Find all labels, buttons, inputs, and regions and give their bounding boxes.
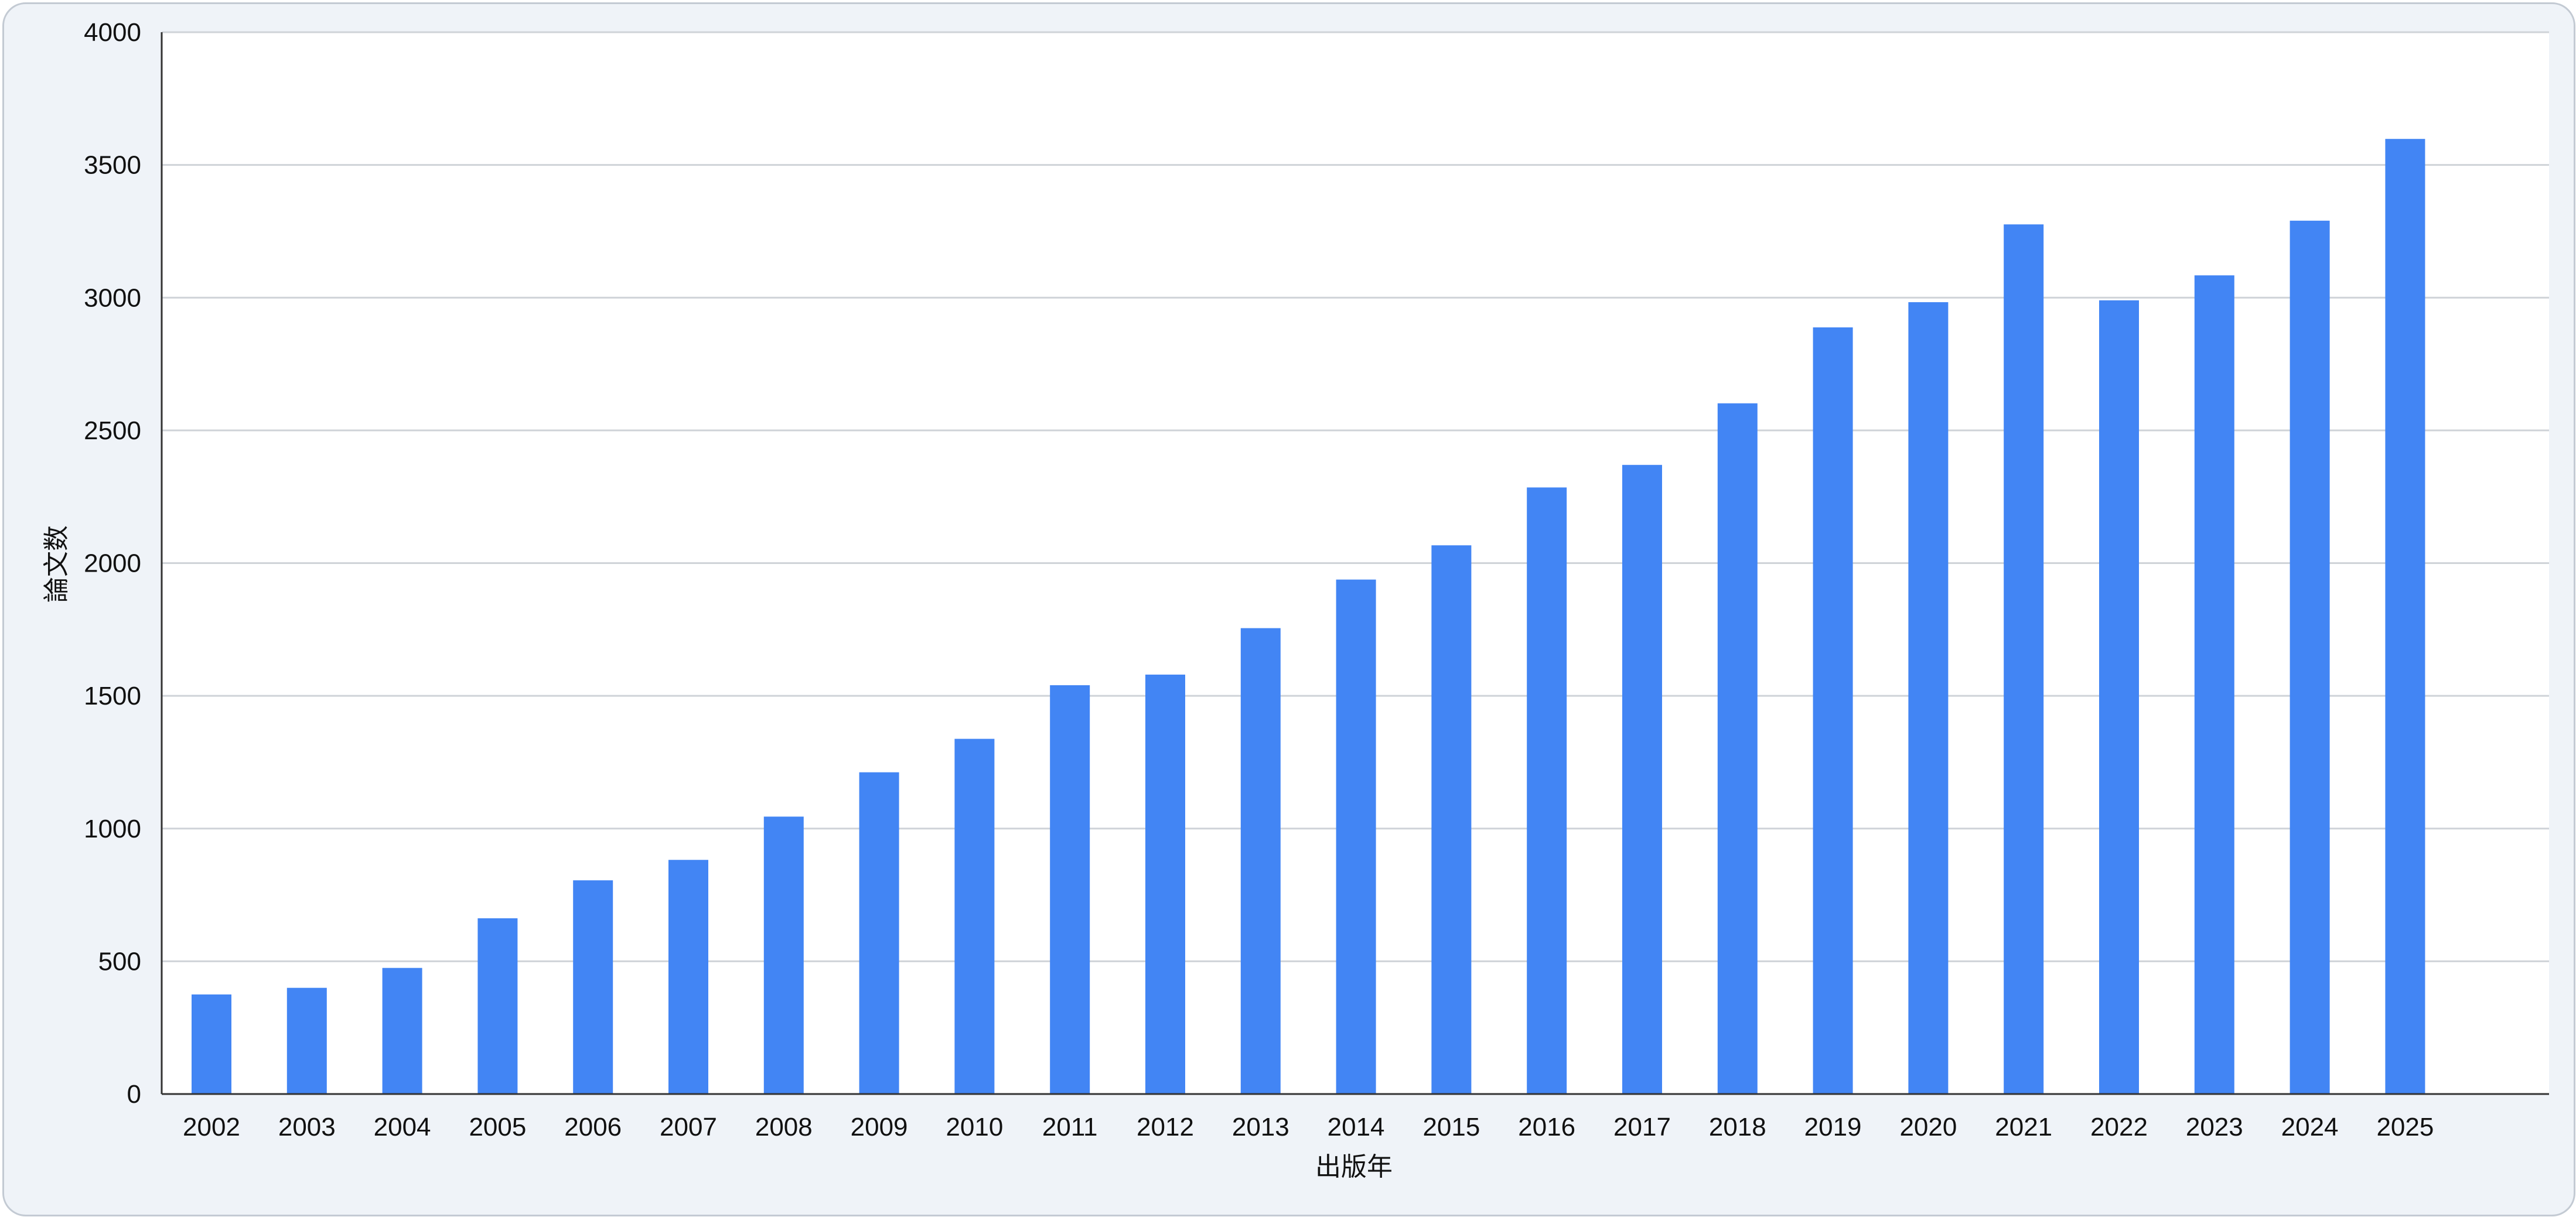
y-tick-label: 500 — [98, 947, 141, 976]
bar-2010 — [954, 739, 995, 1094]
y-tick-label: 0 — [127, 1080, 141, 1109]
bar-2009 — [859, 772, 899, 1094]
x-tick-label: 2005 — [469, 1113, 526, 1141]
x-tick-label: 2018 — [1709, 1113, 1766, 1141]
y-tick-label: 2000 — [84, 549, 141, 578]
bar-2005 — [477, 918, 518, 1094]
x-tick-label: 2023 — [2186, 1113, 2243, 1141]
bar-2003 — [286, 987, 327, 1094]
bar-2025 — [2385, 139, 2425, 1094]
bar-2022 — [2099, 300, 2139, 1094]
x-tick-label: 2013 — [1232, 1113, 1289, 1141]
y-tick-label: 3000 — [84, 283, 141, 312]
x-tick-label: 2015 — [1422, 1113, 1480, 1141]
x-tick-label: 2010 — [946, 1113, 1003, 1141]
x-tick-label: 2009 — [851, 1113, 908, 1141]
bar-2011 — [1050, 685, 1090, 1094]
bar-2004 — [382, 968, 422, 1094]
bar-2017 — [1622, 464, 1662, 1094]
x-tick-label: 2016 — [1518, 1113, 1575, 1141]
y-tick-label: 2500 — [84, 416, 141, 445]
bar-2015 — [1431, 545, 1472, 1094]
x-tick-label: 2012 — [1137, 1113, 1194, 1141]
y-tick-label: 1500 — [84, 682, 141, 710]
x-tick-label: 2022 — [2090, 1113, 2148, 1141]
bar-2020 — [1908, 302, 1949, 1094]
bar-2023 — [2194, 275, 2234, 1094]
bar-series — [192, 139, 2425, 1095]
bar-2012 — [1145, 674, 1185, 1094]
x-tick-label: 2021 — [1995, 1113, 2052, 1141]
x-tick-label: 2017 — [1613, 1113, 1671, 1141]
y-tick-label: 4000 — [84, 18, 141, 47]
y-tick-label: 3500 — [84, 151, 141, 180]
bar-2019 — [1813, 327, 1853, 1095]
bar-2024 — [2290, 220, 2330, 1094]
x-tick-label: 2025 — [2376, 1113, 2434, 1141]
x-axis-title: 出版年 — [1315, 1153, 1393, 1181]
x-tick-label: 2007 — [660, 1113, 717, 1141]
x-tick-label: 2002 — [183, 1113, 240, 1141]
y-tick-labels: 0 500 1000 1500 2000 2500 3000 3500 4000 — [84, 18, 141, 1109]
bar-2013 — [1240, 628, 1281, 1094]
bar-2016 — [1527, 487, 1567, 1094]
x-tick-label: 2019 — [1804, 1113, 1862, 1141]
bar-2007 — [668, 860, 708, 1094]
y-tick-label: 1000 — [84, 815, 141, 843]
axes — [161, 32, 2549, 1095]
x-tick-labels: 2002 2003 2004 2005 2006 2007 2008 2009 2010 2011… — [183, 1113, 2434, 1141]
bar-2002 — [192, 994, 231, 1094]
bar-2021 — [2004, 224, 2044, 1094]
x-tick-label: 2008 — [755, 1113, 813, 1141]
x-tick-label: 2004 — [374, 1113, 431, 1141]
x-tick-label: 2014 — [1328, 1113, 1385, 1141]
x-tick-label: 2011 — [1042, 1113, 1098, 1141]
bar-2008 — [763, 816, 804, 1094]
x-tick-label: 2024 — [2281, 1113, 2339, 1141]
bar-2018 — [1717, 403, 1758, 1094]
bar-2014 — [1336, 579, 1376, 1094]
bar-2006 — [573, 880, 613, 1094]
x-tick-label: 2006 — [564, 1113, 622, 1141]
x-tick-label: 2003 — [278, 1113, 336, 1141]
x-tick-label: 2020 — [1899, 1113, 1957, 1141]
y-axis-title: 論文数 — [42, 525, 71, 603]
